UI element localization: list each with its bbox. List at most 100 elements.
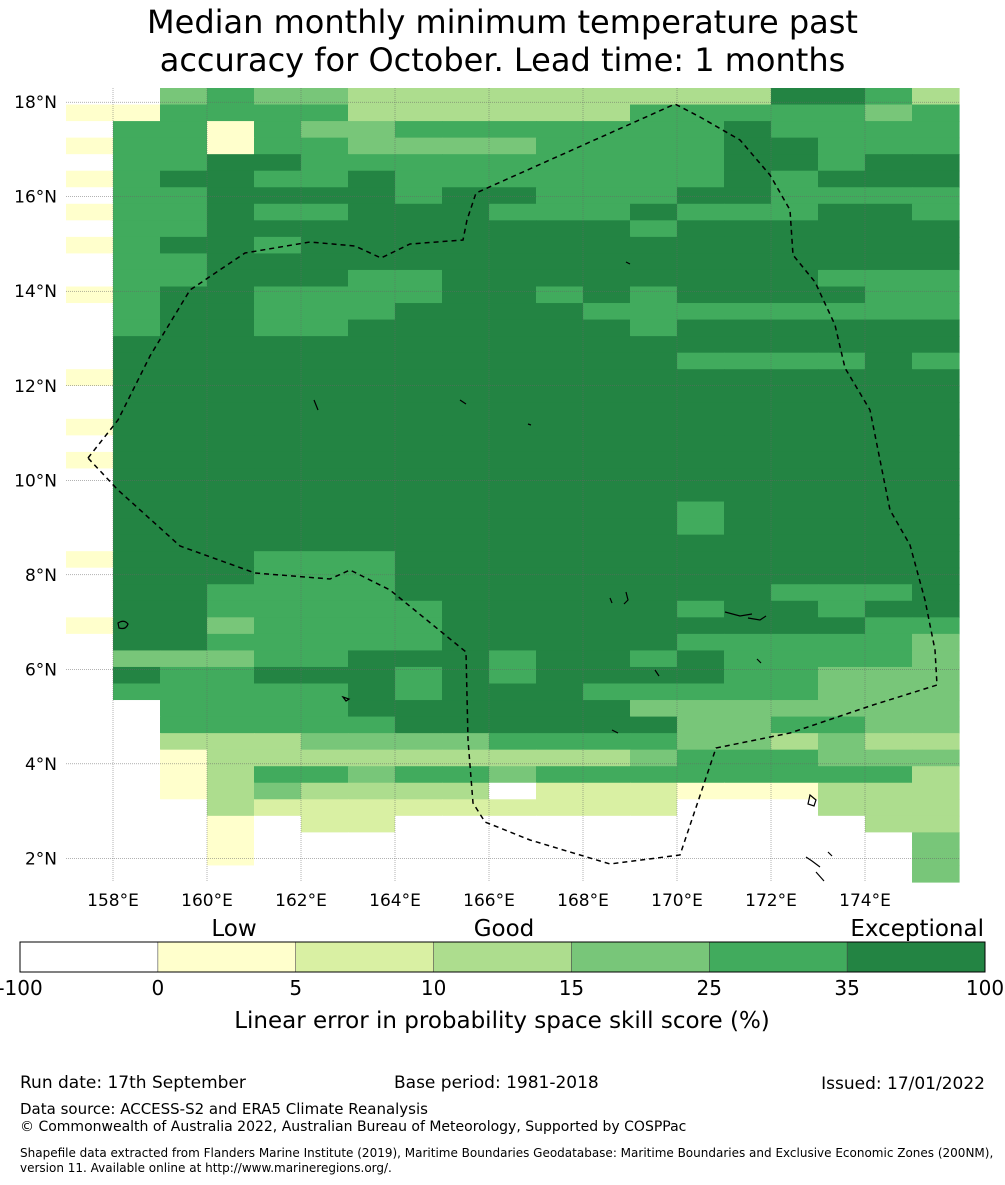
grid-cell <box>113 700 161 718</box>
grid-cell <box>254 865 302 883</box>
grid-cell <box>207 418 255 436</box>
grid-cell <box>865 551 913 569</box>
grid-cell <box>348 303 396 321</box>
grid-cell <box>865 700 913 718</box>
grid-cell <box>771 534 819 552</box>
grid-cell <box>630 716 678 734</box>
grid-cell <box>771 733 819 751</box>
grid-cell <box>66 650 114 668</box>
grid-cell <box>301 782 349 800</box>
grid-cell <box>630 170 678 188</box>
grid-cell <box>113 683 161 701</box>
grid-cell <box>442 286 490 304</box>
grid-cell <box>442 170 490 188</box>
run-date: Run date: 17th September <box>20 1073 246 1093</box>
grid-cell <box>818 253 866 271</box>
grid-cell <box>66 848 114 867</box>
grid-cell <box>348 369 396 387</box>
grid-cell <box>207 104 255 122</box>
grid-cell <box>489 352 537 370</box>
shapefile-credit-line-1: Shapefile data extracted from Flanders M… <box>20 1146 994 1160</box>
grid-cell <box>583 865 631 883</box>
grid-cell <box>489 766 537 784</box>
grid-cell <box>489 584 537 602</box>
colorbar-frame <box>19 941 986 973</box>
grid-cell <box>348 269 396 288</box>
grid-cell <box>348 236 396 255</box>
colorbar-swatch <box>157 942 297 972</box>
grid-cell <box>818 121 866 139</box>
grid-cell <box>912 534 960 552</box>
grid-cell <box>630 700 678 718</box>
grid-cell <box>348 766 396 784</box>
grid-cell <box>489 567 537 585</box>
grid-cell <box>771 848 819 867</box>
grid-cell <box>630 617 678 635</box>
grid-cell <box>395 154 443 172</box>
grid-cell <box>395 567 443 585</box>
grid-cell <box>536 633 584 652</box>
latitude-tick-label: 16°N <box>14 188 57 208</box>
grid-cell <box>724 220 772 238</box>
grid-cell <box>724 451 772 470</box>
grid-cell <box>630 269 678 288</box>
grid-cell <box>630 733 678 751</box>
grid-cell <box>442 733 490 751</box>
grid-cell <box>442 402 490 420</box>
grid-cell <box>489 369 537 387</box>
grid-cell <box>160 666 208 685</box>
grid-cell <box>771 402 819 420</box>
grid-cell <box>724 402 772 420</box>
grid-cell <box>207 633 255 652</box>
grid-cell <box>724 319 772 337</box>
grid-cell <box>583 551 631 569</box>
grid-cell <box>583 584 631 602</box>
grid-cell <box>254 650 302 668</box>
grid-cell <box>442 121 490 139</box>
grid-cell <box>536 121 584 139</box>
grid-cell <box>442 683 490 701</box>
grid-cell <box>301 617 349 635</box>
colorbar-swatch <box>709 942 848 972</box>
grid-cell <box>724 716 772 734</box>
grid-cell <box>160 485 208 503</box>
grid-cell <box>160 352 208 370</box>
grid-cell <box>348 170 396 188</box>
grid-cell <box>160 121 208 139</box>
grid-cell <box>912 385 960 403</box>
grid-cell <box>207 799 255 817</box>
grid-cell <box>207 567 255 585</box>
grid-cell <box>207 88 255 106</box>
grid-cell <box>395 716 443 734</box>
grid-cell <box>113 303 161 321</box>
grid-cell <box>677 303 725 321</box>
grid-cell <box>818 154 866 172</box>
grid-cell <box>160 187 208 205</box>
skill-grid <box>66 88 960 883</box>
grid-cell <box>160 534 208 552</box>
grid-cell <box>348 418 396 436</box>
grid-cell <box>301 236 349 255</box>
grid-cell <box>677 336 725 354</box>
grid-cell <box>489 236 537 255</box>
island-outline <box>313 261 631 734</box>
grid-cell <box>818 319 866 337</box>
colorbar-category-label: Exceptional <box>850 916 984 942</box>
grid-cell <box>301 286 349 304</box>
grid-cell <box>865 799 913 817</box>
grid-cell <box>113 716 161 734</box>
grid-cell <box>489 633 537 652</box>
grid-cell <box>113 121 161 139</box>
grid-cell <box>66 154 114 172</box>
grid-cell <box>489 733 537 751</box>
grid-cell <box>160 782 208 800</box>
grid-cell <box>771 700 819 718</box>
grid-cell <box>113 766 161 784</box>
grid-cell <box>113 633 161 652</box>
grid-cell <box>207 286 255 304</box>
grid-cell <box>818 269 866 288</box>
grid-cell <box>301 203 349 221</box>
grid-cell <box>912 832 960 850</box>
grid-cell <box>724 567 772 585</box>
grid-cell <box>724 485 772 503</box>
